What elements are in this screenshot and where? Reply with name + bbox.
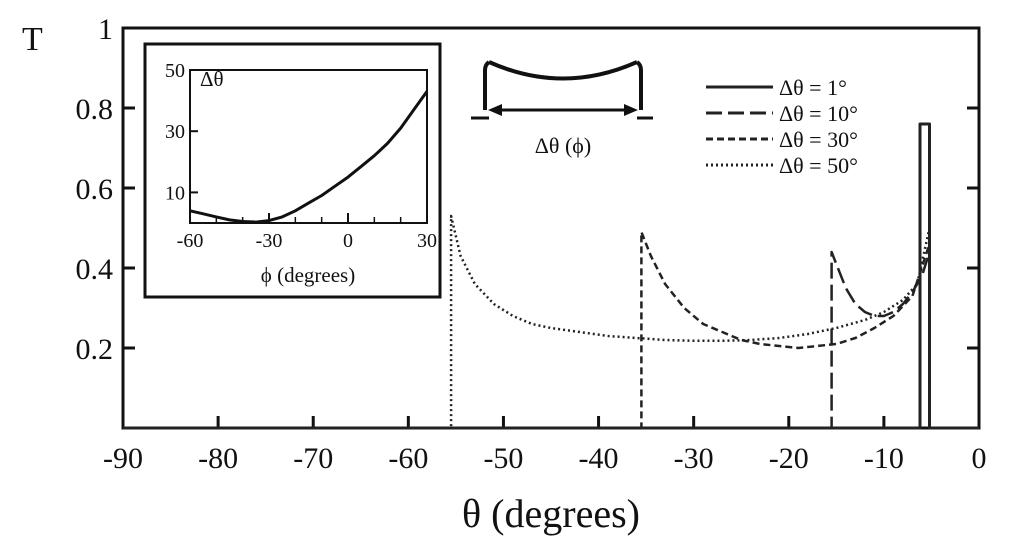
inset-y-tick-label: 50: [165, 60, 185, 82]
series-line-2: [123, 250, 979, 430]
inset-y-tick-label: 30: [165, 121, 185, 143]
x-tick-label: -50: [483, 442, 523, 475]
schematic: Δθ (ϕ): [471, 60, 653, 158]
x-tick-label: -30: [674, 442, 714, 475]
series-line-3: [123, 230, 979, 430]
legend-label-3: Δθ = 30°: [779, 127, 858, 152]
x-tick-label: -90: [103, 442, 143, 475]
inset-x-axis-label: ϕ (degrees): [261, 263, 355, 287]
inset-plot-frame: [189, 69, 428, 224]
x-tick-label: -70: [293, 442, 333, 475]
inset-y-axis-label: Δθ: [200, 67, 224, 91]
inset-series: [189, 90, 429, 224]
x-tick-label: -80: [198, 442, 238, 475]
y-tick-label: 0.8: [76, 93, 114, 126]
x-tick-label: -10: [864, 442, 904, 475]
y-tick-label: 0.4: [76, 253, 114, 286]
inset-box: [143, 42, 442, 299]
legend: Δθ = 1°Δθ = 10°Δθ = 30°Δθ = 50°: [706, 75, 858, 178]
inset-x-tick-label: -30: [256, 230, 283, 252]
inset-x-tick-label: 30: [417, 230, 437, 252]
inset-y-tick-label: 10: [165, 182, 185, 204]
x-axis-label: θ (degrees): [462, 491, 640, 536]
main-series: [123, 122, 979, 430]
legend-label-1: Δθ = 1°: [779, 75, 847, 100]
legend-label-2: Δθ = 10°: [779, 101, 858, 126]
schematic-label: Δθ (ϕ): [535, 133, 591, 158]
x-tick-label: -20: [769, 442, 809, 475]
x-tick-label: -40: [579, 442, 619, 475]
schematic-arrowhead-right: [624, 104, 638, 116]
x-tick-label: -60: [388, 442, 428, 475]
y-axis-label: T: [22, 21, 43, 58]
y-tick-label: 0.2: [76, 333, 114, 366]
inset-x-tick-label: 0: [343, 230, 353, 252]
y-tick-label: 1: [98, 13, 113, 46]
schematic-profile: [483, 60, 643, 110]
series-line-4: [123, 214, 979, 430]
x-tick-label: 0: [972, 442, 987, 475]
schematic-arrowhead-left: [488, 104, 502, 116]
inset-series-line-1: [189, 90, 429, 224]
y-tick-label: 0.6: [76, 173, 114, 206]
legend-label-4: Δθ = 50°: [779, 153, 858, 178]
inset: -60 -30 0 30 50 30 10 Δθ ϕ (degrees): [143, 42, 442, 299]
main-ticks: -90 -80 -70 -60 -50 -40 -30 -20 -10 0 1 0.8 0.6 0.4 0.…: [76, 13, 987, 475]
inset-ticks: -60 -30 0 30 50 30 10: [165, 60, 437, 252]
inset-x-tick-label: -60: [177, 230, 204, 252]
